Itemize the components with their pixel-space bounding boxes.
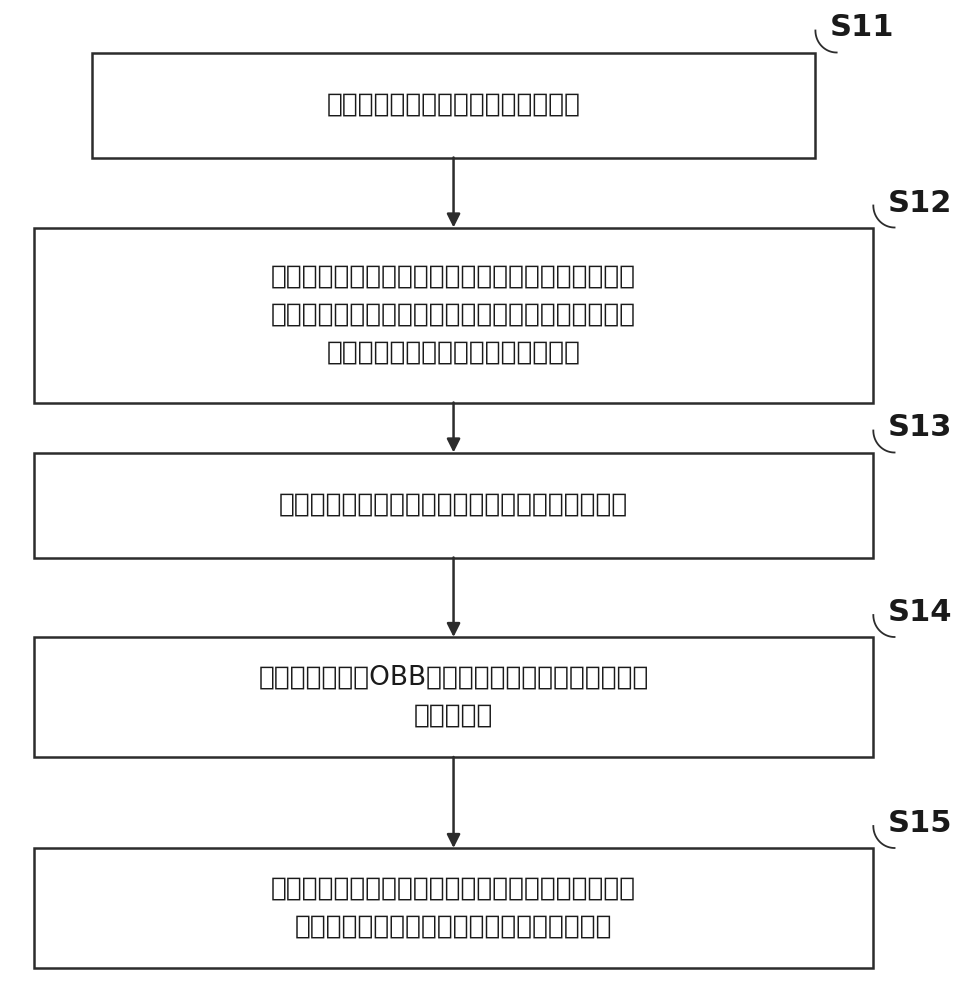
Text: S11: S11 xyxy=(830,13,895,42)
Bar xyxy=(34,637,873,757)
Text: 线路杆塔划分为塔顶部分及塔身部分: 线路杆塔划分为塔顶部分及塔身部分 xyxy=(326,340,581,366)
Text: 根据有向包围盒OBB拟合的方式，提取所述塔身部分: 根据有向包围盒OBB拟合的方式，提取所述塔身部分 xyxy=(259,665,648,691)
Bar xyxy=(34,848,873,968)
Bar xyxy=(92,52,815,157)
Text: 的点云数据: 的点云数据 xyxy=(414,703,493,729)
Text: S13: S13 xyxy=(888,414,952,442)
Text: 将所述塔顶部分的点云数据以及所述塔身部分的点云: 将所述塔顶部分的点云数据以及所述塔身部分的点云 xyxy=(271,876,636,902)
Text: 数据合并，生成所述输电线路杆塔的点云数据: 数据合并，生成所述输电线路杆塔的点云数据 xyxy=(294,914,613,940)
Text: 的塔臂高度，并依据估算得到的塔臂高度将所述输电: 的塔臂高度，并依据估算得到的塔臂高度将所述输电 xyxy=(271,302,636,328)
Text: S12: S12 xyxy=(888,188,952,218)
Text: S15: S15 xyxy=(888,809,952,838)
Text: S14: S14 xyxy=(888,598,952,627)
Text: 根据所述塔顶位置点的高度，估算所述输电线路杆塔: 根据所述塔顶位置点的高度，估算所述输电线路杆塔 xyxy=(271,264,636,290)
Bar xyxy=(34,452,873,558)
Bar xyxy=(34,228,873,402)
Text: 估算所述输电线路杆塔的塔顶位置点: 估算所述输电线路杆塔的塔顶位置点 xyxy=(326,92,581,118)
Text: 根据圆拟合的方式，提取所述塔顶部分的点云数据: 根据圆拟合的方式，提取所述塔顶部分的点云数据 xyxy=(279,492,628,518)
